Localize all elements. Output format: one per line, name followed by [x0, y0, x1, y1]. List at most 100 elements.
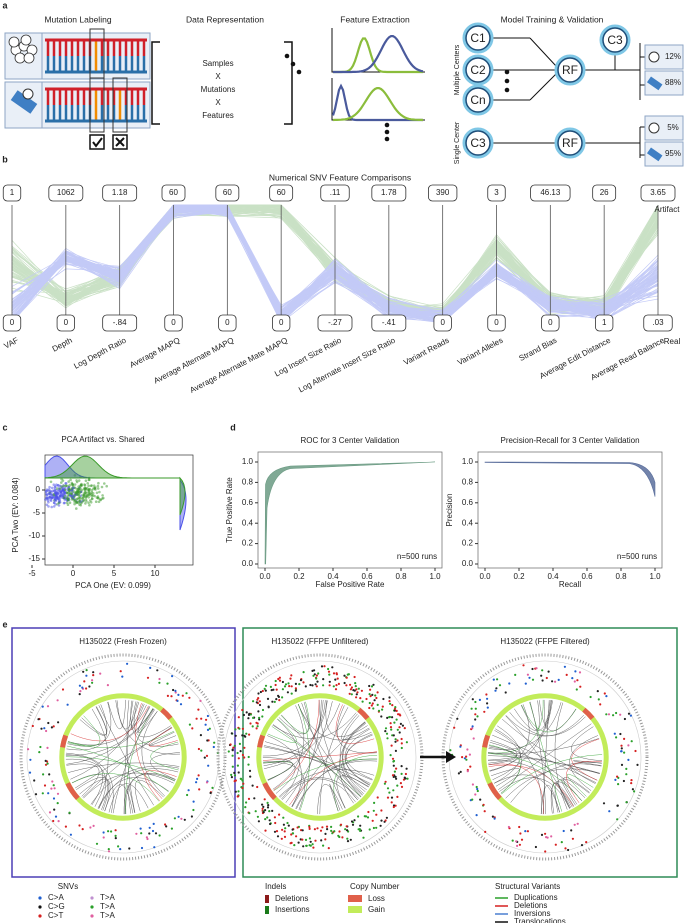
sv-chord	[67, 701, 112, 747]
snv-dot	[350, 693, 353, 696]
legend-swatch	[265, 906, 269, 914]
sv-chord	[520, 700, 540, 731]
range-label: 60	[277, 188, 286, 197]
snv-dot	[396, 795, 399, 799]
snv-dot	[237, 790, 240, 793]
snv-dot	[269, 822, 272, 826]
snv-dot	[241, 727, 244, 730]
snv-dot	[392, 734, 395, 737]
snv-dot	[271, 809, 274, 813]
snv-dot	[575, 688, 578, 691]
legend-swatch	[38, 896, 42, 900]
snv-dot	[248, 769, 252, 773]
snv-dot	[258, 716, 261, 719]
sv-chord	[489, 741, 586, 798]
snv-dot	[241, 779, 244, 782]
snv-dot	[362, 836, 365, 839]
scatter-dot	[50, 496, 54, 500]
snv-dot	[56, 699, 59, 702]
sv-chord	[488, 702, 562, 750]
sv-chord	[495, 728, 542, 815]
scatter-dot	[87, 490, 91, 494]
snv-dot	[474, 718, 477, 721]
snv-dot	[360, 689, 363, 692]
snv-dot	[304, 685, 307, 688]
matrix-label: Features	[202, 111, 234, 120]
snv-dot	[599, 703, 602, 706]
snv-dot	[185, 692, 188, 695]
cn-loss-arc	[487, 782, 502, 801]
y-tick-label: 0.4	[462, 518, 474, 527]
snv-dot	[181, 694, 184, 697]
snv-dot	[622, 779, 626, 783]
snv-dot	[290, 692, 293, 695]
snv-dot	[48, 811, 52, 814]
scatter-dot	[84, 479, 88, 483]
snv-dot	[483, 710, 486, 713]
sv-chord	[494, 725, 521, 784]
note: n=500 runs	[617, 552, 657, 561]
panel-letter: b	[2, 154, 8, 164]
y-tick-label: -15	[28, 554, 40, 563]
snv-dot	[102, 836, 105, 839]
sv-chord	[127, 785, 135, 814]
snv-dot	[345, 684, 348, 687]
snv-dot	[79, 690, 82, 693]
snv-dot	[284, 827, 287, 830]
snv-dot	[85, 669, 88, 672]
snv-dot	[380, 809, 383, 812]
snv-dot	[328, 680, 331, 683]
snv-dot	[245, 711, 248, 714]
snv-dot	[576, 679, 579, 682]
scatter-dot	[97, 481, 100, 485]
ideogram-ring	[223, 660, 417, 854]
snv-dot	[392, 805, 395, 809]
snv-dot	[617, 783, 620, 786]
snv-dot	[264, 829, 267, 832]
snv-dot	[377, 709, 381, 712]
snv-dot	[551, 680, 554, 683]
snv-dot	[355, 696, 358, 699]
scatter-dot	[66, 497, 69, 500]
edge	[584, 43, 645, 100]
snv-dot	[230, 773, 233, 777]
snv-dot	[121, 675, 124, 678]
range-label: .03	[652, 318, 664, 327]
snv-dot	[471, 783, 474, 786]
range-box	[215, 184, 240, 202]
y-tick-label: 0.6	[242, 498, 254, 507]
snv-dot	[263, 798, 266, 801]
snv-dot	[526, 830, 530, 833]
snv-dot	[396, 728, 399, 731]
snv-dot	[309, 683, 312, 687]
scatter-dot	[96, 484, 100, 488]
snv-dot	[180, 817, 183, 820]
snv-dot	[304, 838, 308, 842]
snv-dot	[627, 758, 630, 762]
snv-dot	[266, 816, 269, 819]
snv-dot	[541, 669, 544, 672]
snv-dot	[251, 725, 254, 728]
snv-dot	[50, 787, 53, 790]
snv-dot	[45, 729, 48, 733]
x-tick-label: 0.8	[615, 572, 627, 581]
node	[599, 24, 631, 56]
snv-dot	[546, 836, 549, 839]
range-box	[433, 314, 452, 332]
snv-dot	[29, 758, 32, 761]
snv-dot	[384, 819, 387, 822]
scatter-dot	[52, 505, 56, 508]
legend-swatch	[90, 914, 94, 918]
snv-dot	[547, 670, 550, 673]
ellipsis-dot	[296, 69, 302, 75]
snv-dot	[46, 746, 49, 750]
plot-frame	[257, 451, 443, 569]
snv-dot	[330, 829, 333, 833]
snv-dot	[381, 705, 384, 708]
snv-dot	[394, 740, 397, 743]
snv-dot	[308, 827, 311, 831]
scatter-dot	[45, 493, 49, 496]
group-box	[11, 627, 236, 878]
sv-chord	[67, 715, 101, 747]
ellipsis-dot	[504, 78, 510, 84]
